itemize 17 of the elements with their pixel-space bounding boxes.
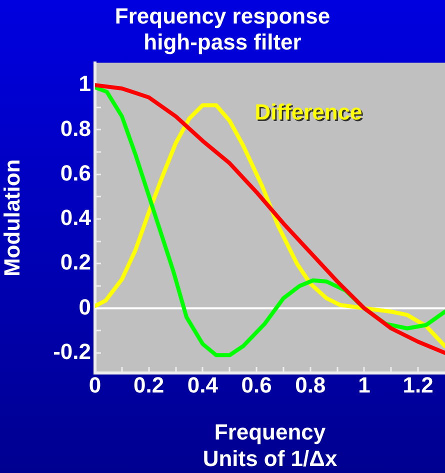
y-tick-label: 0 [78, 294, 91, 320]
x-axis-title: Frequency Units of 1/Δx [202, 419, 338, 471]
y-axis-title: Modulation [0, 159, 24, 277]
y-tick-label: -0.2 [53, 338, 91, 364]
series-label: Difference [254, 99, 362, 124]
y-tick-label: 0.4 [60, 205, 92, 230]
chart-title: Frequency response high-pass filter [114, 3, 330, 55]
x-tick-label: 0.6 [241, 372, 272, 398]
y-tick-label: 1 [78, 71, 91, 96]
x-tick-label: 0.8 [295, 372, 326, 398]
y-tick-label: 0.6 [60, 160, 91, 186]
x-tick-label: 0.2 [134, 372, 164, 398]
x-tick-label: 1.2 [402, 372, 434, 398]
y-tick-label: 0.8 [60, 116, 91, 141]
x-tick-label: 0.4 [187, 372, 219, 398]
x-tick-label: 1 [358, 372, 370, 398]
y-tick-label: 0.2 [60, 250, 91, 275]
